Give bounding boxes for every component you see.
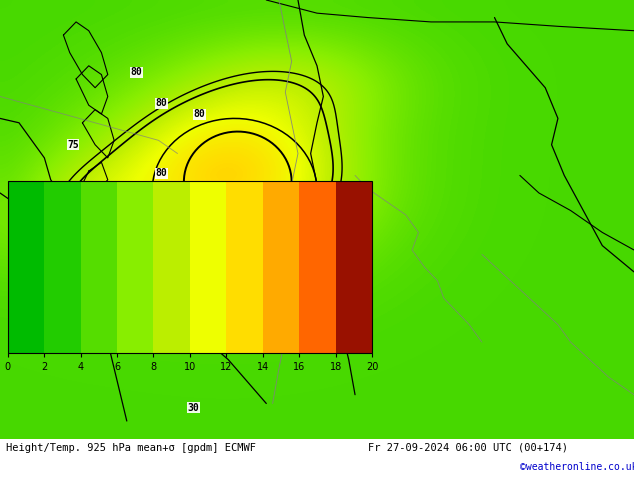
Text: Fr 27-09-2024 06:00 UTC (00+174): Fr 27-09-2024 06:00 UTC (00+174) (368, 442, 567, 453)
Text: 75: 75 (273, 225, 285, 235)
Text: Height/Temp. 925 hPa mean+σ [gpdm] ECMWF: Height/Temp. 925 hPa mean+σ [gpdm] ECMWF (6, 442, 256, 453)
Text: 80: 80 (156, 98, 167, 108)
Text: 75: 75 (150, 214, 161, 224)
Text: 80: 80 (194, 109, 205, 119)
Text: 80: 80 (156, 168, 167, 178)
Text: 75: 75 (67, 140, 79, 150)
Text: 80: 80 (340, 289, 351, 299)
Text: 80: 80 (340, 304, 351, 314)
Text: ©weatheronline.co.uk: ©weatheronline.co.uk (520, 462, 634, 472)
Text: 30: 30 (188, 403, 199, 413)
Text: 80: 80 (131, 67, 142, 77)
